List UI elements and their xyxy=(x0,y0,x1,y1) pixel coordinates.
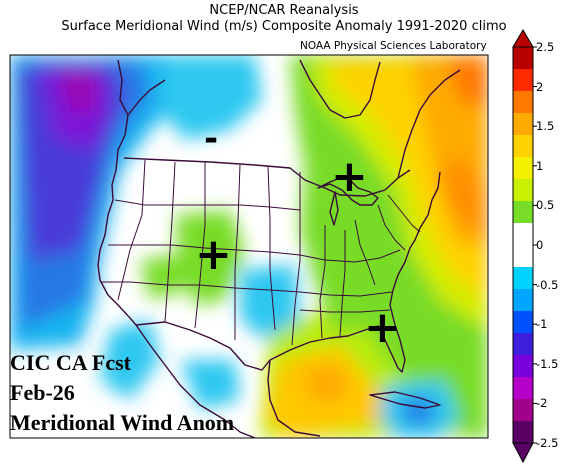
colorbar-cell xyxy=(513,267,533,290)
colorbar-cell xyxy=(513,157,533,180)
anomaly-shading xyxy=(10,55,488,438)
chart-subtitle: Surface Meridional Wind (m/s) Composite … xyxy=(61,19,507,34)
colorbar-tick-label: 1 xyxy=(536,158,544,173)
colorbar-tick-label: 1.5 xyxy=(536,119,555,134)
chart-title: NCEP/NCAR Reanalysis xyxy=(209,3,359,18)
overlay-date: Feb-26 xyxy=(10,380,75,405)
colorbar-cell xyxy=(513,377,533,400)
colorbar-cell xyxy=(513,91,533,114)
colorbar-cell xyxy=(513,113,533,136)
mexico-east-coast xyxy=(267,359,321,437)
state-lines xyxy=(100,159,421,346)
credit-label: NOAA Physical Sciences Laboratory xyxy=(298,40,489,52)
colorbar-tick-label: -2 xyxy=(536,396,548,411)
lake-michigan xyxy=(329,191,339,226)
hudson-region xyxy=(299,59,381,119)
colorbar-cell xyxy=(513,421,533,444)
colorbar-tick-label: 0.5 xyxy=(536,198,555,213)
colorbar-tick-label: -0.5 xyxy=(536,277,559,292)
plus-annotation-great-lakes: + xyxy=(331,151,368,202)
west-canada xyxy=(127,79,166,116)
colorbar-tick-label: -2.5 xyxy=(536,436,559,450)
colorbar-cell xyxy=(513,311,533,334)
colorbar-tick-label: 2.5 xyxy=(536,40,555,54)
colorbar-tick-label: -1 xyxy=(536,317,548,332)
east-coast xyxy=(389,171,441,326)
colorbar xyxy=(512,29,537,464)
overlay-title: CIC CA Fcst xyxy=(10,350,131,375)
plus-annotation-florida: + xyxy=(364,302,401,353)
overlay-variable: Meridional Wind Anom xyxy=(10,410,235,435)
colorbar-bottom-arrow xyxy=(512,442,534,464)
colorbar-cell xyxy=(513,289,533,312)
colorbar-tick-label: 0 xyxy=(536,238,544,252)
west-coastline xyxy=(97,59,137,326)
boundaries xyxy=(97,59,461,439)
colorbar-tick-label: 2 xyxy=(536,79,544,94)
colorbar-cell xyxy=(513,333,533,356)
colorbar-tick-label: -1.5 xyxy=(536,356,559,371)
colorbar-cell xyxy=(513,135,533,158)
colorbar-cell xyxy=(513,245,533,268)
canada-coast-east xyxy=(397,69,461,179)
minus-annotation: - xyxy=(204,119,219,159)
gulf-coast xyxy=(269,324,406,373)
mexico-coast xyxy=(135,324,256,439)
great-lakes xyxy=(317,177,379,206)
plus-annotation-colorado: + xyxy=(195,229,232,280)
mexico-border xyxy=(135,321,271,371)
colorbar-cell xyxy=(513,223,533,246)
colorbar-cell xyxy=(513,47,533,70)
cuba xyxy=(369,391,441,409)
colorbar-cell xyxy=(513,179,533,202)
colorbar-cell xyxy=(513,355,533,378)
colorbar-cell xyxy=(513,399,533,422)
colorbar-cell xyxy=(513,69,533,92)
canada-us-border xyxy=(123,157,411,197)
colorbar-cell xyxy=(513,201,533,224)
